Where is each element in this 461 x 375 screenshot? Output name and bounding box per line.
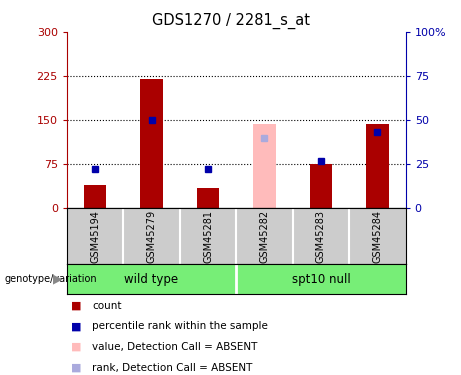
Text: GSM45194: GSM45194 xyxy=(90,210,100,262)
Text: GSM45284: GSM45284 xyxy=(372,210,383,263)
Bar xyxy=(310,164,332,208)
Text: ■: ■ xyxy=(71,321,82,331)
Text: ▶: ▶ xyxy=(53,273,62,286)
Bar xyxy=(140,79,163,208)
Text: value, Detection Call = ABSENT: value, Detection Call = ABSENT xyxy=(92,342,258,352)
Text: rank, Detection Call = ABSENT: rank, Detection Call = ABSENT xyxy=(92,363,253,372)
Text: GSM45283: GSM45283 xyxy=(316,210,326,263)
Text: GDS1270 / 2281_s_at: GDS1270 / 2281_s_at xyxy=(152,13,309,29)
Text: genotype/variation: genotype/variation xyxy=(5,274,97,284)
Text: ■: ■ xyxy=(71,301,82,310)
Text: spt10 null: spt10 null xyxy=(292,273,350,286)
Bar xyxy=(366,124,389,208)
Text: count: count xyxy=(92,301,122,310)
Text: ■: ■ xyxy=(71,342,82,352)
Text: wild type: wild type xyxy=(124,273,178,286)
Text: GSM45279: GSM45279 xyxy=(147,210,157,263)
Bar xyxy=(197,188,219,208)
Text: ■: ■ xyxy=(71,363,82,372)
Text: GSM45281: GSM45281 xyxy=(203,210,213,263)
Bar xyxy=(253,124,276,208)
Text: GSM45282: GSM45282 xyxy=(260,210,270,263)
Bar xyxy=(84,184,106,208)
Text: percentile rank within the sample: percentile rank within the sample xyxy=(92,321,268,331)
